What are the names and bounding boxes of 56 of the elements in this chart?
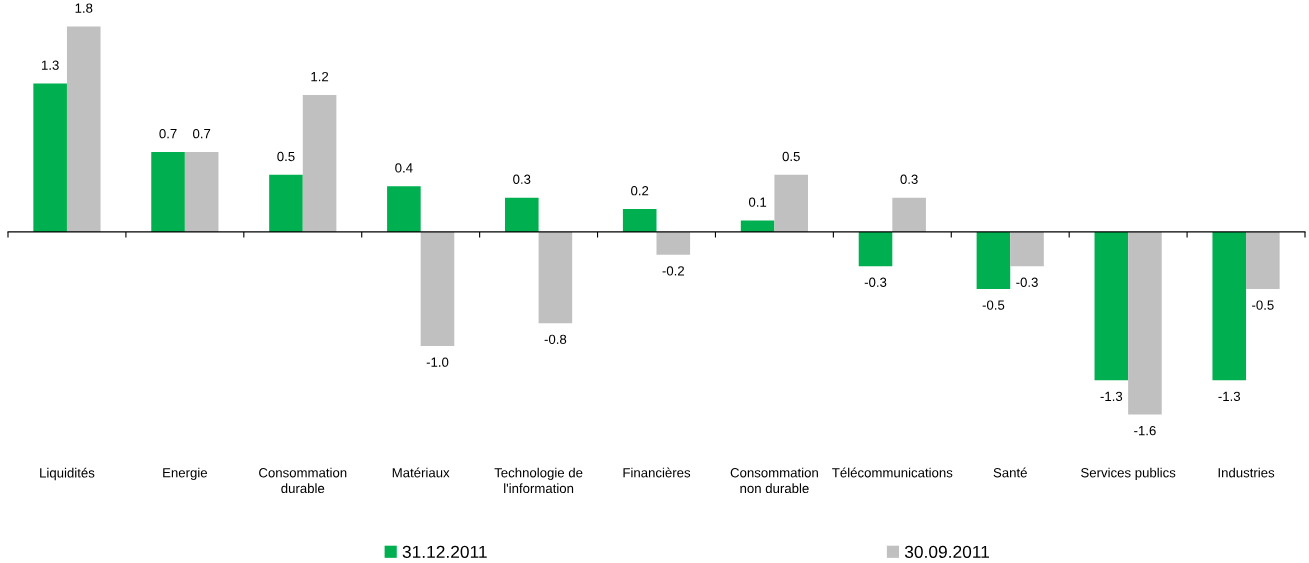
bar: [1246, 231, 1280, 289]
bar: [1128, 231, 1162, 415]
bar: [622, 209, 657, 232]
data-label: -0.3: [864, 277, 887, 287]
bar: [66, 26, 101, 232]
data-label: 0.1: [748, 197, 767, 207]
data-label: 0.7: [193, 128, 211, 139]
data-label: 0.2: [631, 186, 649, 196]
bar: [1212, 231, 1247, 381]
x-tick-label: Consommation non durable: [730, 467, 818, 494]
x-tick-label: Matériaux: [392, 467, 450, 478]
data-label: -0.5: [1252, 300, 1274, 310]
data-label: 0.3: [513, 174, 531, 184]
data-label: -1.0: [426, 357, 449, 367]
bar: [302, 94, 337, 232]
data-label: 1.3: [41, 60, 59, 70]
data-label: -0.3: [1016, 277, 1038, 287]
bar: [774, 174, 809, 232]
data-label: 0.7: [159, 128, 177, 139]
x-tick-label: Energie: [163, 467, 208, 481]
data-label: 0.3: [900, 174, 918, 184]
data-label: 0.4: [395, 163, 413, 173]
bar: [1010, 231, 1044, 267]
legend-label: 30.09.2011: [904, 545, 989, 559]
data-label: -0.5: [982, 300, 1005, 310]
bar: [151, 152, 185, 232]
legend-label: 31.12.2011: [402, 545, 487, 559]
x-tick-label: Technologie de l'information: [494, 467, 583, 494]
bar: [420, 231, 455, 347]
x-tick-label: Santé: [993, 467, 1027, 478]
x-tick-label: Consommation durable: [259, 467, 347, 494]
data-label: -0.8: [544, 334, 567, 344]
data-label: -1.6: [1134, 425, 1156, 436]
x-tick-label: Télécommunications: [832, 467, 953, 478]
bar: [387, 186, 421, 232]
data-label: 0.5: [782, 151, 800, 162]
data-label: 1.2: [311, 71, 329, 82]
x-tick-label: Industries: [1218, 467, 1275, 478]
bar: [538, 231, 573, 324]
x-tick-label: Financières: [623, 467, 691, 478]
data-label: 0.5: [277, 151, 295, 162]
data-label: -0.2: [662, 266, 685, 276]
x-tick-label: Services publics: [1081, 467, 1176, 481]
data-label: -1.3: [1218, 391, 1241, 402]
bar: [656, 231, 691, 255]
x-tick-label: Liquidités: [40, 467, 95, 481]
data-label: 1.8: [75, 3, 93, 13]
bar: [1094, 231, 1129, 381]
bar: [976, 231, 1011, 289]
bar: [33, 83, 67, 232]
bar: [858, 231, 893, 267]
bar: [269, 174, 303, 232]
bar: [504, 197, 539, 232]
bar: [892, 197, 926, 232]
bar: [184, 152, 219, 232]
data-label: -1.3: [1100, 391, 1123, 402]
